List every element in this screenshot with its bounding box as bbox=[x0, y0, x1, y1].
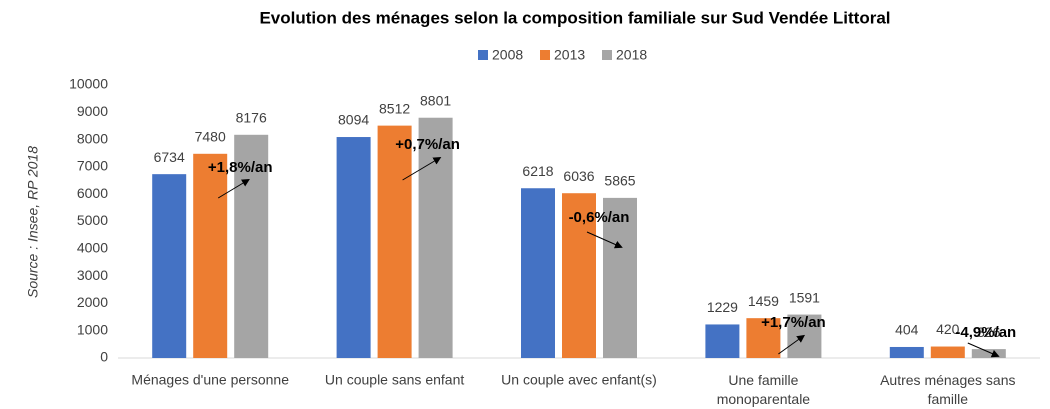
y-tick-label: 3000 bbox=[77, 267, 108, 283]
value-label: 326 bbox=[977, 324, 1001, 340]
y-tick-label: 10000 bbox=[69, 76, 108, 92]
value-label: 6218 bbox=[522, 163, 553, 179]
value-label: 1459 bbox=[748, 293, 779, 309]
x-tick-label: Autres ménages sans famille bbox=[880, 372, 1015, 407]
x-tick-label: Un couple sans enfant bbox=[325, 372, 464, 388]
legend-swatch bbox=[478, 50, 488, 60]
x-tick-label: Un couple avec enfant(s) bbox=[501, 372, 657, 388]
legend-label: 2008 bbox=[492, 47, 523, 63]
bar bbox=[377, 125, 412, 358]
annotation: +0,7%/an bbox=[395, 136, 460, 153]
annotation-arrow bbox=[217, 178, 250, 199]
bar bbox=[930, 346, 965, 358]
annotation-arrow bbox=[402, 156, 442, 181]
bar bbox=[889, 346, 924, 358]
y-tick-label: 6000 bbox=[77, 185, 108, 201]
annotation-arrow bbox=[967, 342, 1000, 358]
bar bbox=[521, 188, 555, 358]
y-tick-label: 7000 bbox=[77, 158, 108, 174]
y-tick-label: 1000 bbox=[77, 321, 108, 337]
y-tick-label: 9000 bbox=[77, 103, 108, 119]
bar bbox=[603, 197, 637, 358]
legend-swatch bbox=[540, 50, 550, 60]
value-label: 8801 bbox=[420, 92, 451, 108]
legend-label: 2018 bbox=[616, 47, 647, 63]
bar bbox=[336, 137, 371, 358]
bar bbox=[971, 349, 1006, 358]
annotation: +1,7%/an bbox=[761, 314, 826, 331]
y-tick-label: 8000 bbox=[77, 130, 108, 146]
value-label: 6734 bbox=[154, 149, 185, 165]
value-label: 8512 bbox=[379, 100, 410, 116]
x-tick-label: Une famille monoparentale bbox=[717, 372, 811, 407]
y-tick-label: 0 bbox=[100, 349, 108, 365]
value-label: 404 bbox=[895, 322, 919, 338]
bar bbox=[152, 174, 187, 358]
legend-label: 2013 bbox=[554, 47, 585, 63]
bar bbox=[746, 318, 781, 358]
value-label: 420 bbox=[936, 321, 960, 337]
y-tick-label: 2000 bbox=[77, 294, 108, 310]
bar bbox=[705, 324, 740, 358]
annotation: +1,8%/an bbox=[208, 159, 273, 176]
annotation: -4,9%/an bbox=[955, 324, 1016, 341]
legend-swatch bbox=[602, 50, 612, 60]
annotation-arrow bbox=[586, 231, 623, 249]
bar bbox=[418, 117, 453, 358]
x-tick-label: Ménages d'une personne bbox=[131, 372, 289, 388]
y-tick-label: 5000 bbox=[77, 212, 108, 228]
value-label: 7480 bbox=[195, 128, 226, 144]
value-label: 8094 bbox=[338, 112, 369, 128]
bar bbox=[562, 193, 596, 358]
value-label: 1229 bbox=[707, 299, 738, 315]
bar bbox=[234, 134, 269, 358]
annotation-arrow bbox=[778, 334, 806, 355]
bar bbox=[193, 153, 228, 358]
chart-title: Evolution des ménages selon la compositi… bbox=[259, 8, 890, 27]
value-label: 6036 bbox=[563, 168, 594, 184]
y-axis-label: Source : Insee, RP 2018 bbox=[25, 146, 41, 298]
annotation: -0,6%/an bbox=[569, 209, 630, 226]
value-label: 5865 bbox=[604, 173, 635, 189]
value-label: 1591 bbox=[789, 289, 820, 305]
value-label: 8176 bbox=[236, 109, 267, 125]
y-tick-label: 4000 bbox=[77, 240, 108, 256]
